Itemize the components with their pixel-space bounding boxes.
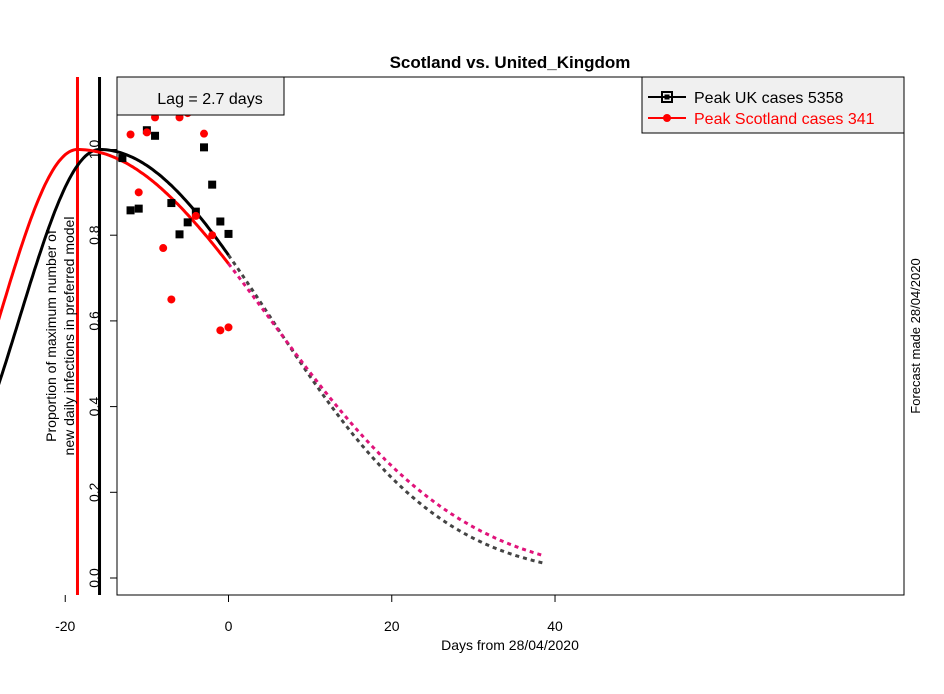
y-tick-label: 0.2 <box>86 482 102 502</box>
data-point <box>126 130 135 139</box>
data-point <box>134 204 143 213</box>
data-point <box>118 154 127 163</box>
data-point <box>167 295 176 304</box>
forecast-curve <box>227 254 544 565</box>
x-axis-label: Days from 28/04/2020 <box>441 637 579 653</box>
fit-curve <box>0 148 230 321</box>
y-axis-label-line2: new daily infections in preferred model <box>61 217 77 456</box>
legend-scotland-label: Peak Scotland cases 341 <box>694 111 875 128</box>
data-point <box>224 229 233 238</box>
data-point <box>191 207 200 216</box>
x-tick-label: 40 <box>547 618 563 634</box>
data-point <box>200 129 209 138</box>
x-tick-label: 20 <box>384 618 400 634</box>
y-tick-label: 0.0 <box>86 568 102 588</box>
y-axis-label-line1: Proportion of maximum number of <box>43 230 59 442</box>
data-point <box>159 244 168 253</box>
lag-box-frame <box>116 76 285 116</box>
legend-uk-marker <box>661 91 673 103</box>
forecast-curve <box>227 262 544 557</box>
x-tick-label: 0 <box>225 618 233 634</box>
legend-frame <box>641 76 905 134</box>
data-point <box>208 231 217 240</box>
y-tick-label: 0.8 <box>86 225 102 245</box>
lag-box: Lag = 2.7 days <box>116 76 285 116</box>
legend-uk-label: Peak UK cases 5358 <box>694 90 844 107</box>
legend-uk-marker-fill <box>664 94 670 100</box>
data-point <box>126 206 135 215</box>
data-points <box>118 83 233 335</box>
data-point <box>191 211 200 220</box>
fit-curves <box>0 148 544 565</box>
data-point <box>216 326 225 335</box>
y-tick-label: 0.4 <box>86 397 102 417</box>
legend: Peak UK cases 5358 Peak Scotland cases 3… <box>641 76 905 134</box>
x-tick-label: -20 <box>55 618 75 634</box>
data-point <box>183 218 192 227</box>
data-point <box>134 188 143 197</box>
data-point <box>142 128 151 137</box>
data-point <box>167 199 176 208</box>
plot-frame <box>116 76 905 596</box>
data-point <box>216 217 225 226</box>
legend-scotland-marker <box>663 114 671 122</box>
data-point <box>208 180 217 189</box>
chart-title: Scotland vs. United_Kingdom <box>390 53 631 72</box>
forecast-note: Forecast made 28/04/2020 <box>908 258 923 413</box>
data-point <box>151 131 160 140</box>
data-point <box>175 230 184 239</box>
data-point <box>200 143 209 152</box>
data-point <box>224 323 233 332</box>
fit-curve <box>0 148 230 386</box>
y-tick-label: 0.6 <box>86 311 102 331</box>
lag-label: Lag = 2.7 days <box>157 91 262 108</box>
